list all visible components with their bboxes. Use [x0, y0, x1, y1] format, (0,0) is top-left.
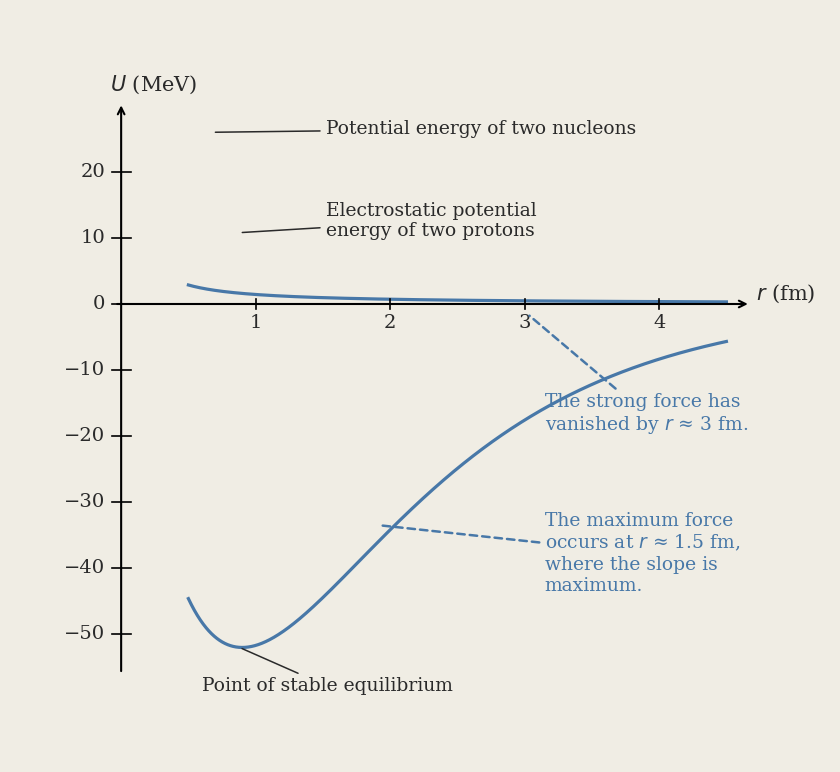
- Text: 2: 2: [384, 314, 396, 332]
- Text: 20: 20: [81, 163, 105, 181]
- Text: 4: 4: [653, 314, 665, 332]
- Text: $\mathit{U}$ (MeV): $\mathit{U}$ (MeV): [110, 73, 197, 96]
- Text: 1: 1: [249, 314, 262, 332]
- Text: 3: 3: [518, 314, 531, 332]
- Text: −50: −50: [64, 625, 105, 643]
- Text: Point of stable equilibrium: Point of stable equilibrium: [202, 648, 453, 695]
- Text: 0: 0: [92, 295, 105, 313]
- Text: −20: −20: [64, 427, 105, 445]
- Text: −30: −30: [64, 493, 105, 511]
- Text: Electrostatic potential
energy of two protons: Electrostatic potential energy of two pr…: [242, 201, 536, 240]
- Text: 10: 10: [81, 229, 105, 247]
- Text: −40: −40: [64, 559, 105, 577]
- Text: The maximum force
occurs at $\mathit{r}$ ≈ 1.5 fm,
where the slope is
maximum.: The maximum force occurs at $\mathit{r}$…: [382, 512, 740, 595]
- Text: The strong force has
vanished by $\mathit{r}$ ≈ 3 fm.: The strong force has vanished by $\mathi…: [529, 316, 748, 436]
- Text: Potential energy of two nucleons: Potential energy of two nucleons: [215, 120, 636, 138]
- Text: −10: −10: [64, 361, 105, 379]
- Text: $\mathit{r}$ (fm): $\mathit{r}$ (fm): [756, 283, 816, 305]
